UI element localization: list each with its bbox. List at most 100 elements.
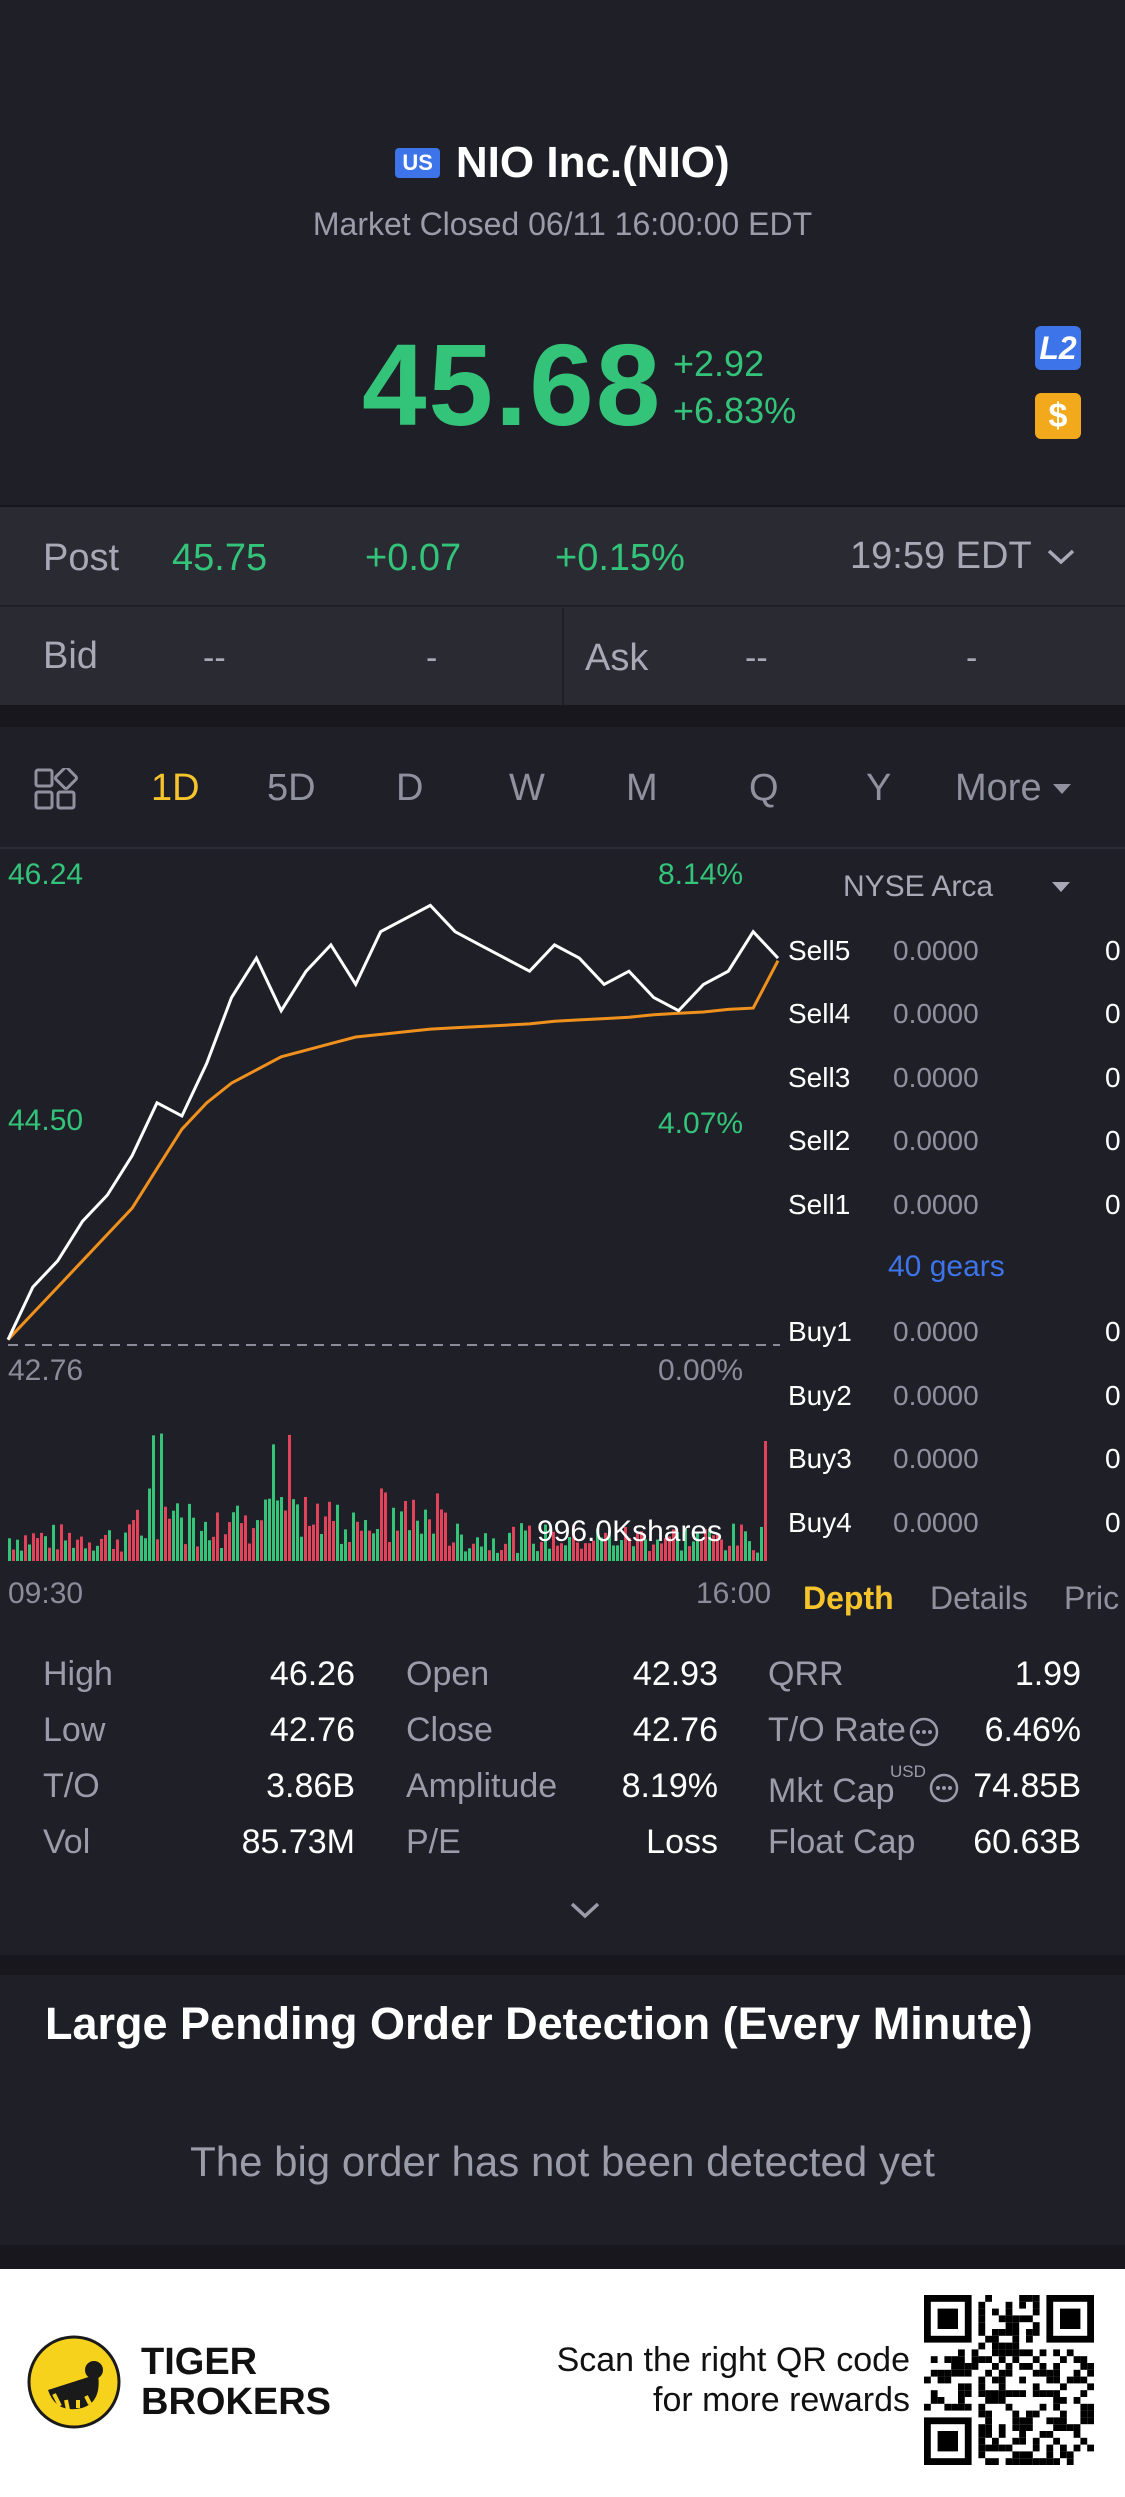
tiger-brokers-logo-icon bbox=[27, 2335, 121, 2429]
tab-month[interactable]: M bbox=[626, 767, 658, 809]
tab-5d[interactable]: 5D bbox=[267, 767, 316, 809]
volume-bar bbox=[120, 1551, 123, 1561]
sell-price: 0.0000 bbox=[893, 998, 979, 1029]
gears-link[interactable]: 40 gears bbox=[888, 1250, 1005, 1283]
volume-bar bbox=[740, 1524, 743, 1561]
volume-bar bbox=[432, 1533, 435, 1561]
volume-bar bbox=[176, 1503, 179, 1561]
volume-bar bbox=[344, 1529, 347, 1561]
level2-badge[interactable]: L2 bbox=[1035, 326, 1081, 370]
volume-bar bbox=[676, 1531, 679, 1561]
volume-bar bbox=[720, 1539, 723, 1561]
grid-layout-icon[interactable] bbox=[34, 768, 78, 812]
volume-bar bbox=[512, 1526, 515, 1561]
sell-volume: 0 bbox=[1105, 1189, 1121, 1220]
volume-bar bbox=[40, 1532, 43, 1561]
sell5-row: Sell5 0.0000 0 bbox=[788, 935, 1125, 975]
volume-bar bbox=[528, 1525, 531, 1561]
volume-bar bbox=[156, 1539, 159, 1561]
tab-details[interactable]: Details bbox=[930, 1580, 1028, 1616]
sell-label: Sell5 bbox=[788, 935, 851, 966]
volume-bar bbox=[304, 1496, 307, 1561]
qr-code-icon[interactable] bbox=[924, 2295, 1094, 2465]
expand-chevron-icon[interactable] bbox=[569, 1900, 601, 1920]
volume-bar bbox=[428, 1519, 431, 1561]
stat-value-to: 3.86B bbox=[266, 1767, 355, 1805]
post-price: 45.75 bbox=[172, 537, 268, 579]
bid-price: -- bbox=[203, 639, 226, 677]
dollar-badge[interactable]: $ bbox=[1035, 393, 1081, 439]
post-time-selector[interactable]: 19:59 EDT bbox=[850, 535, 1076, 578]
stat-value-float-cap: 60.63B bbox=[973, 1823, 1081, 1861]
volume-bar bbox=[64, 1540, 67, 1561]
promo-line2: for more rewards bbox=[653, 2381, 910, 2419]
sell-price: 0.0000 bbox=[893, 1125, 979, 1156]
volume-bar bbox=[476, 1537, 479, 1561]
tab-more-label: More bbox=[955, 767, 1042, 809]
price-line bbox=[6, 903, 780, 1341]
volume-bar bbox=[692, 1541, 695, 1561]
stat-label-to: T/O bbox=[43, 1767, 100, 1805]
volume-bar bbox=[468, 1548, 471, 1561]
volume-bar bbox=[612, 1545, 615, 1561]
volume-bar bbox=[348, 1541, 351, 1561]
time-start: 09:30 bbox=[8, 1577, 84, 1610]
buy3-row: Buy3 0.0000 0 bbox=[788, 1443, 1125, 1483]
brand-line1: TIGER bbox=[141, 2341, 258, 2383]
volume-bar bbox=[148, 1488, 151, 1561]
info-icon[interactable] bbox=[908, 1716, 940, 1748]
volume-bar bbox=[80, 1536, 83, 1561]
tab-day[interactable]: D bbox=[396, 767, 424, 809]
info-icon[interactable] bbox=[928, 1772, 960, 1804]
volume-bar bbox=[540, 1541, 543, 1561]
section-gap bbox=[0, 2245, 1125, 2269]
chart-mid-price: 44.50 bbox=[8, 1104, 84, 1137]
stat-value-to-rate: 6.46% bbox=[984, 1711, 1081, 1749]
volume-bar bbox=[632, 1546, 635, 1561]
volume-bar bbox=[268, 1498, 271, 1561]
exchange-name: NYSE Arca bbox=[843, 870, 994, 903]
volume-bar bbox=[572, 1524, 575, 1561]
tab-week[interactable]: W bbox=[509, 767, 545, 809]
volume-bar bbox=[484, 1533, 487, 1561]
volume-bar bbox=[20, 1550, 23, 1561]
volume-bar bbox=[384, 1492, 387, 1561]
volume-bar bbox=[588, 1543, 591, 1561]
tab-year[interactable]: Y bbox=[866, 767, 892, 809]
exchange-selector[interactable]: NYSE Arca bbox=[843, 870, 1071, 904]
volume-bar bbox=[600, 1537, 603, 1561]
last-price: 45.68 bbox=[362, 320, 663, 450]
tab-price[interactable]: Pric bbox=[1064, 1580, 1120, 1616]
volume-bar bbox=[212, 1536, 215, 1561]
volume-bar bbox=[36, 1538, 39, 1561]
volume-bar bbox=[44, 1536, 47, 1561]
volume-bar bbox=[264, 1499, 267, 1561]
volume-bar bbox=[396, 1530, 399, 1561]
market-status: Market Closed 06/11 16:00:00 EDT bbox=[312, 206, 813, 242]
volume-bar bbox=[592, 1540, 595, 1561]
stat-value-vol: 85.73M bbox=[241, 1823, 355, 1861]
tab-1d[interactable]: 1D bbox=[151, 767, 200, 809]
volume-bar bbox=[276, 1500, 279, 1561]
chart-high-percent: 8.14% bbox=[658, 858, 744, 891]
volume-bar bbox=[472, 1543, 475, 1561]
sell-volume: 0 bbox=[1105, 1125, 1121, 1156]
price-change: +2.92 bbox=[673, 343, 765, 384]
bid-size: - bbox=[426, 639, 438, 677]
stat-label-qrr: QRR bbox=[768, 1655, 844, 1693]
volume-bar bbox=[444, 1512, 447, 1561]
volume-bar bbox=[748, 1541, 751, 1561]
volume-bar bbox=[564, 1545, 567, 1561]
currency-superscript: USD bbox=[890, 1762, 926, 1781]
tab-depth[interactable]: Depth bbox=[803, 1580, 894, 1616]
volume-bar bbox=[352, 1512, 355, 1561]
buy-volume: 0 bbox=[1105, 1380, 1121, 1411]
volume-bar bbox=[560, 1543, 563, 1561]
stat-label-mkt-cap: Mkt Cap bbox=[768, 1772, 895, 1810]
intraday-chart[interactable]: 46.24 8.14% 44.50 4.07% 42.76 0.00% 996.… bbox=[0, 851, 785, 1611]
tab-quarter[interactable]: Q bbox=[749, 767, 779, 809]
tab-more[interactable]: More bbox=[955, 767, 1072, 810]
chevron-down-icon bbox=[1047, 549, 1074, 564]
sell3-row: Sell3 0.0000 0 bbox=[788, 1062, 1125, 1102]
chart-canvas bbox=[6, 903, 780, 1561]
